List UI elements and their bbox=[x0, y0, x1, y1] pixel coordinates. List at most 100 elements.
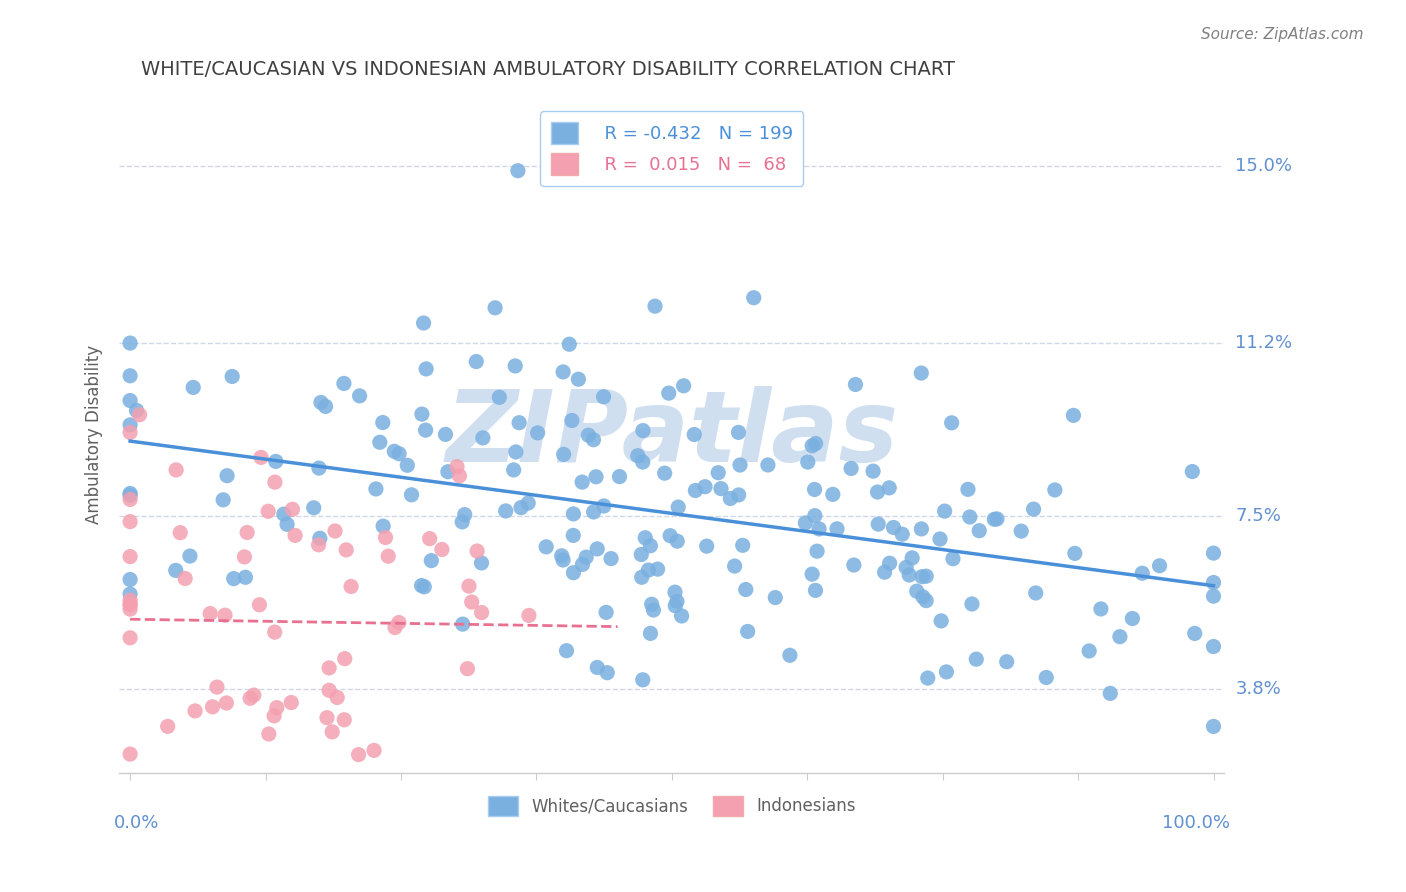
Point bbox=[571, 475, 593, 489]
Point bbox=[983, 512, 1005, 526]
Point bbox=[718, 491, 741, 506]
Point bbox=[517, 496, 540, 510]
Point bbox=[517, 608, 540, 623]
Point bbox=[640, 626, 662, 640]
Point bbox=[797, 455, 820, 469]
Point bbox=[388, 615, 411, 630]
Point bbox=[534, 540, 557, 554]
Point bbox=[308, 531, 330, 545]
Point bbox=[965, 652, 987, 666]
Point bbox=[825, 522, 848, 536]
Point bbox=[862, 464, 884, 478]
Point bbox=[911, 569, 934, 583]
Point bbox=[120, 747, 142, 761]
Point bbox=[934, 504, 956, 518]
Point bbox=[804, 436, 827, 450]
Point bbox=[986, 512, 1008, 526]
Point bbox=[503, 359, 526, 373]
Point bbox=[734, 582, 756, 597]
Point bbox=[120, 488, 142, 502]
Point bbox=[309, 395, 332, 409]
Point bbox=[125, 403, 148, 417]
Point bbox=[276, 517, 298, 532]
Point bbox=[316, 711, 339, 725]
Point bbox=[879, 556, 901, 570]
Point bbox=[368, 435, 391, 450]
Point bbox=[1121, 611, 1143, 625]
Point bbox=[451, 515, 474, 529]
Point bbox=[575, 550, 598, 565]
Point bbox=[281, 502, 304, 516]
Point bbox=[318, 661, 340, 675]
Point bbox=[901, 550, 924, 565]
Point bbox=[222, 572, 245, 586]
Point bbox=[250, 450, 273, 465]
Point bbox=[634, 531, 657, 545]
Point bbox=[401, 488, 423, 502]
Point bbox=[553, 365, 575, 379]
Point bbox=[411, 407, 433, 421]
Point bbox=[728, 458, 751, 472]
Point bbox=[915, 569, 938, 583]
Point bbox=[212, 492, 235, 507]
Point bbox=[215, 468, 238, 483]
Point bbox=[665, 594, 688, 608]
Point bbox=[727, 488, 749, 502]
Point bbox=[120, 515, 142, 529]
Point bbox=[585, 469, 607, 483]
Point bbox=[285, 813, 308, 827]
Point bbox=[465, 354, 488, 368]
Point bbox=[808, 522, 831, 536]
Point bbox=[510, 500, 533, 515]
Point bbox=[671, 609, 693, 624]
Point bbox=[446, 459, 468, 474]
Point bbox=[460, 595, 482, 609]
Point bbox=[249, 598, 271, 612]
Point bbox=[1035, 671, 1057, 685]
Point bbox=[804, 583, 827, 598]
Point bbox=[411, 578, 433, 592]
Point bbox=[844, 377, 866, 392]
Point bbox=[280, 696, 302, 710]
Point bbox=[120, 785, 142, 799]
Point bbox=[804, 508, 827, 523]
Point bbox=[1202, 589, 1225, 603]
Point bbox=[506, 163, 529, 178]
Point bbox=[264, 454, 287, 468]
Point bbox=[165, 563, 187, 577]
Point bbox=[333, 376, 356, 391]
Point bbox=[763, 591, 786, 605]
Point bbox=[201, 699, 224, 714]
Point bbox=[165, 463, 187, 477]
Point bbox=[128, 408, 150, 422]
Text: 3.8%: 3.8% bbox=[1236, 680, 1281, 698]
Point bbox=[582, 505, 605, 519]
Text: WHITE/CAUCASIAN VS INDONESIAN AMBULATORY DISABILITY CORRELATION CHART: WHITE/CAUCASIAN VS INDONESIAN AMBULATORY… bbox=[142, 60, 955, 78]
Point bbox=[235, 570, 257, 584]
Point bbox=[420, 554, 443, 568]
Point bbox=[630, 548, 652, 562]
Point bbox=[120, 368, 142, 383]
Point bbox=[120, 573, 142, 587]
Point bbox=[120, 598, 142, 612]
Point bbox=[1202, 719, 1225, 733]
Point bbox=[643, 603, 665, 617]
Point bbox=[257, 504, 280, 518]
Text: 15.0%: 15.0% bbox=[1236, 157, 1292, 175]
Point bbox=[1022, 502, 1045, 516]
Point bbox=[1078, 644, 1101, 658]
Point bbox=[959, 510, 981, 524]
Point bbox=[779, 648, 801, 663]
Point bbox=[551, 553, 574, 567]
Point bbox=[404, 810, 426, 824]
Point bbox=[243, 688, 266, 702]
Point bbox=[666, 500, 689, 514]
Point bbox=[551, 549, 574, 563]
Point bbox=[257, 727, 280, 741]
Point bbox=[929, 532, 952, 546]
Point bbox=[911, 590, 934, 604]
Point bbox=[120, 417, 142, 432]
Point bbox=[664, 585, 686, 599]
Point bbox=[169, 525, 191, 540]
Point bbox=[654, 466, 676, 480]
